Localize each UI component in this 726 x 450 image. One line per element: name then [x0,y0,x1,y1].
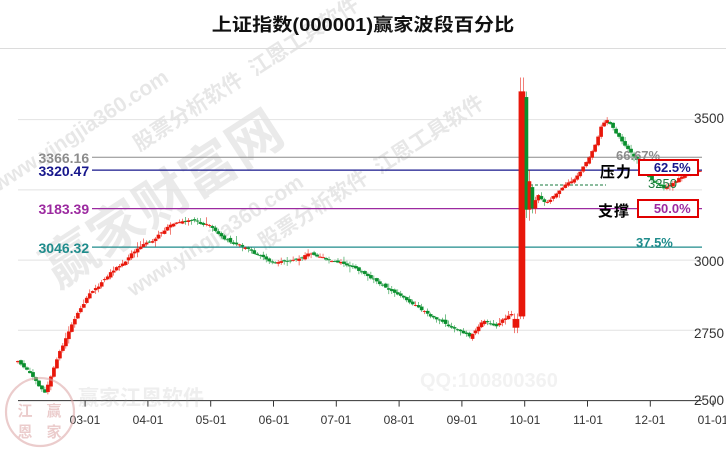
svg-text:江: 江 [17,400,32,421]
svg-text:恩: 恩 [17,421,32,442]
svg-text:家: 家 [46,421,61,442]
svg-text:赢: 赢 [46,400,61,421]
